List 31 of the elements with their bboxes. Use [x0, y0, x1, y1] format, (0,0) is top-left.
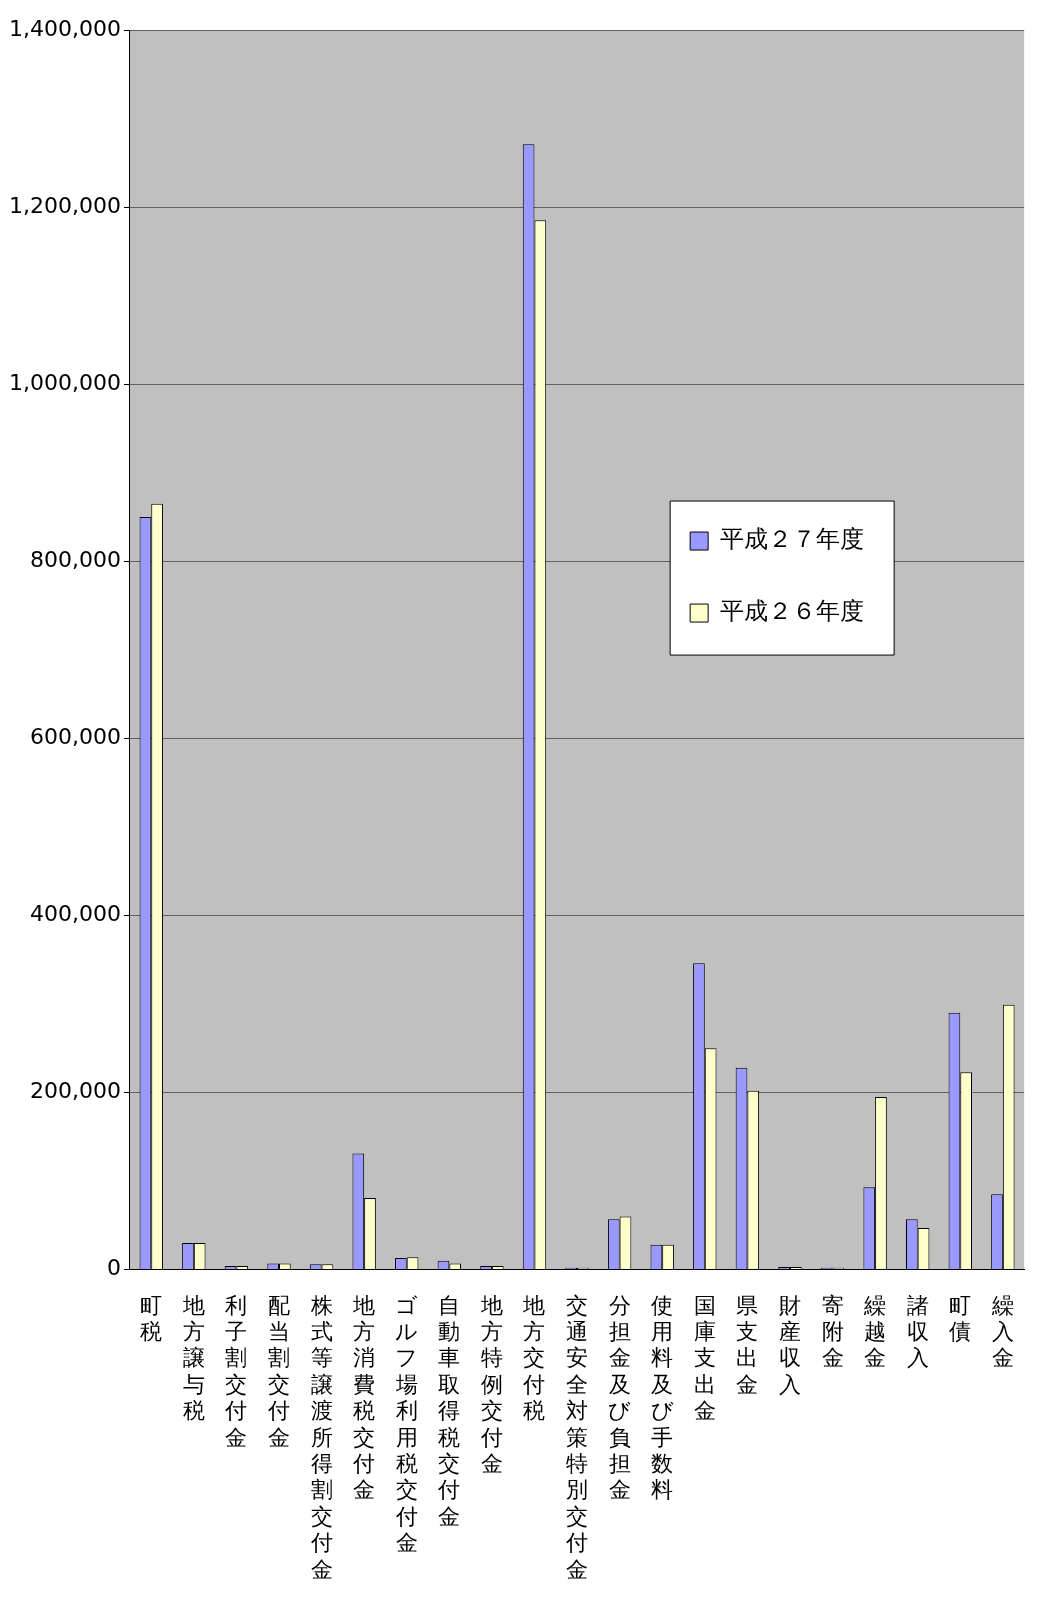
x-tick-label: 地方譲与税	[181, 1292, 205, 1424]
x-tick-label: 地方消費税交付金	[352, 1292, 376, 1503]
y-tick-label: 200,000	[29, 1078, 121, 1104]
y-tick-label: 600,000	[29, 724, 121, 750]
x-tick-label: 地方特例交付金	[479, 1292, 503, 1476]
y-tick-label: 1,200,000	[9, 192, 121, 218]
x-tick-label: 地方交付税	[522, 1292, 546, 1424]
y-tick-label: 0	[106, 1255, 121, 1281]
category-label: 株式等譲渡所得割交付金	[310, 1292, 333, 1582]
y-tick-label: 1,400,000	[9, 15, 121, 41]
y-tick-label: 1,000,000	[9, 369, 121, 395]
x-tick-label: 利子割交付金	[224, 1292, 248, 1450]
x-tick-label: 国庫支出金	[693, 1292, 716, 1424]
x-tick-label: 寄附金	[821, 1292, 844, 1371]
x-tick-label: 分担金及び負担金	[608, 1292, 632, 1503]
y-tick-label: 800,000	[29, 546, 121, 572]
legend-label: 平成２６年度	[720, 597, 865, 626]
category-label: 自動車取得税交付金	[438, 1292, 461, 1529]
x-tick-label: 諸収入	[906, 1292, 929, 1371]
x-tick-label: 繰入金	[990, 1292, 1014, 1371]
category-label: ゴルフ場利用税交付金	[395, 1292, 419, 1556]
x-tick-label: 繰越金	[863, 1292, 887, 1371]
y-tick-label: 400,000	[29, 901, 121, 927]
x-tick-label: 町債	[949, 1292, 972, 1344]
category-label: 交通安全対策特別交付金	[566, 1292, 589, 1582]
x-tick-label: 配当割交付金	[267, 1292, 290, 1450]
x-tick-label: 使用料及び手数料	[650, 1292, 674, 1503]
legend-label: 平成２７年度	[720, 525, 865, 554]
x-tick-label: 県支出金	[736, 1292, 759, 1397]
x-tick-label: 財産収入	[778, 1292, 801, 1397]
x-tick-label: 町税	[140, 1292, 163, 1344]
